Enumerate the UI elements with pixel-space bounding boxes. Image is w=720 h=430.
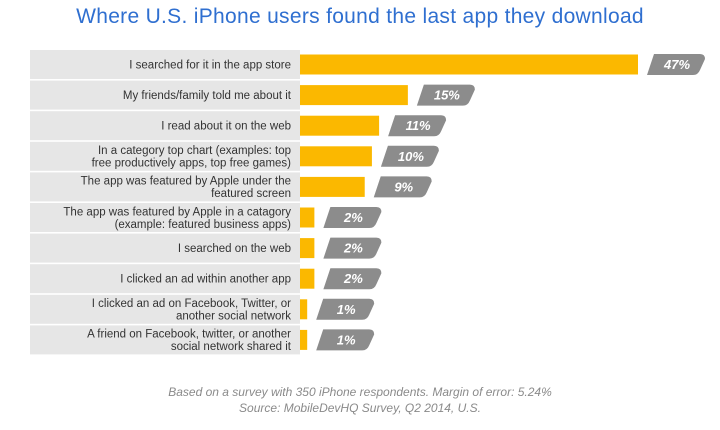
value-tag (373, 176, 432, 198)
category-label: In a category top chart (examples: top fr… (92, 145, 292, 170)
source-note: Source: MobileDevHQ Survey, Q2 2014, U.S… (239, 401, 481, 415)
bar (300, 299, 308, 320)
category-label: I read about it on the web (161, 121, 291, 133)
bar (300, 268, 315, 289)
bar (300, 146, 372, 167)
value-tag (388, 115, 447, 137)
category-band (30, 141, 300, 171)
category-band (30, 111, 300, 141)
value-tag (316, 329, 375, 351)
bar (300, 207, 315, 228)
chart-title: Where U.S. iPhone users found the last a… (76, 5, 644, 28)
category-band (30, 80, 300, 110)
value-label: 10% (398, 149, 424, 164)
value-label: 9% (394, 179, 413, 194)
category-band (30, 203, 300, 232)
value-label: 1% (337, 332, 356, 347)
category-band (30, 50, 300, 79)
bar (300, 85, 408, 106)
category-band (30, 233, 300, 263)
value-label: 15% (434, 88, 460, 103)
value-tag (380, 145, 439, 167)
value-label: 2% (343, 271, 363, 286)
category-label: The app was featured by Apple in a catag… (63, 206, 291, 231)
value-label: 47% (663, 57, 690, 72)
value-tag (323, 207, 382, 228)
bar (300, 329, 308, 350)
category-label: A friend on Facebook, twitter, or anothe… (87, 329, 292, 354)
value-tag (316, 298, 375, 320)
bar (300, 176, 365, 197)
category-band (30, 172, 300, 202)
value-tag (416, 84, 475, 106)
bar (300, 54, 638, 75)
category-label: I searched on the web (178, 243, 291, 255)
value-label: 1% (337, 302, 356, 317)
value-tag (323, 237, 382, 259)
value-label: 11% (406, 118, 431, 133)
value-tag (323, 268, 382, 290)
category-label: My friends/family told me about it (123, 90, 292, 102)
category-label: I searched for it in the app store (129, 60, 291, 72)
category-band (30, 264, 300, 294)
value-tag (647, 54, 705, 75)
category-label: I clicked an ad within another app (120, 274, 291, 286)
bar (300, 238, 315, 259)
value-label: 2% (343, 210, 363, 225)
category-band (30, 294, 300, 324)
category-label: The app was featured by Apple under the f… (81, 176, 291, 201)
bar-chart: I searched for it in the app store 47% My … (30, 50, 705, 355)
bar (300, 115, 380, 136)
category-band (30, 325, 300, 355)
survey-note: Based on a survey with 350 iPhone respon… (168, 385, 552, 399)
value-label: 2% (343, 241, 363, 256)
category-label: I clicked an ad on Facebook, Twitter, or… (92, 298, 291, 323)
